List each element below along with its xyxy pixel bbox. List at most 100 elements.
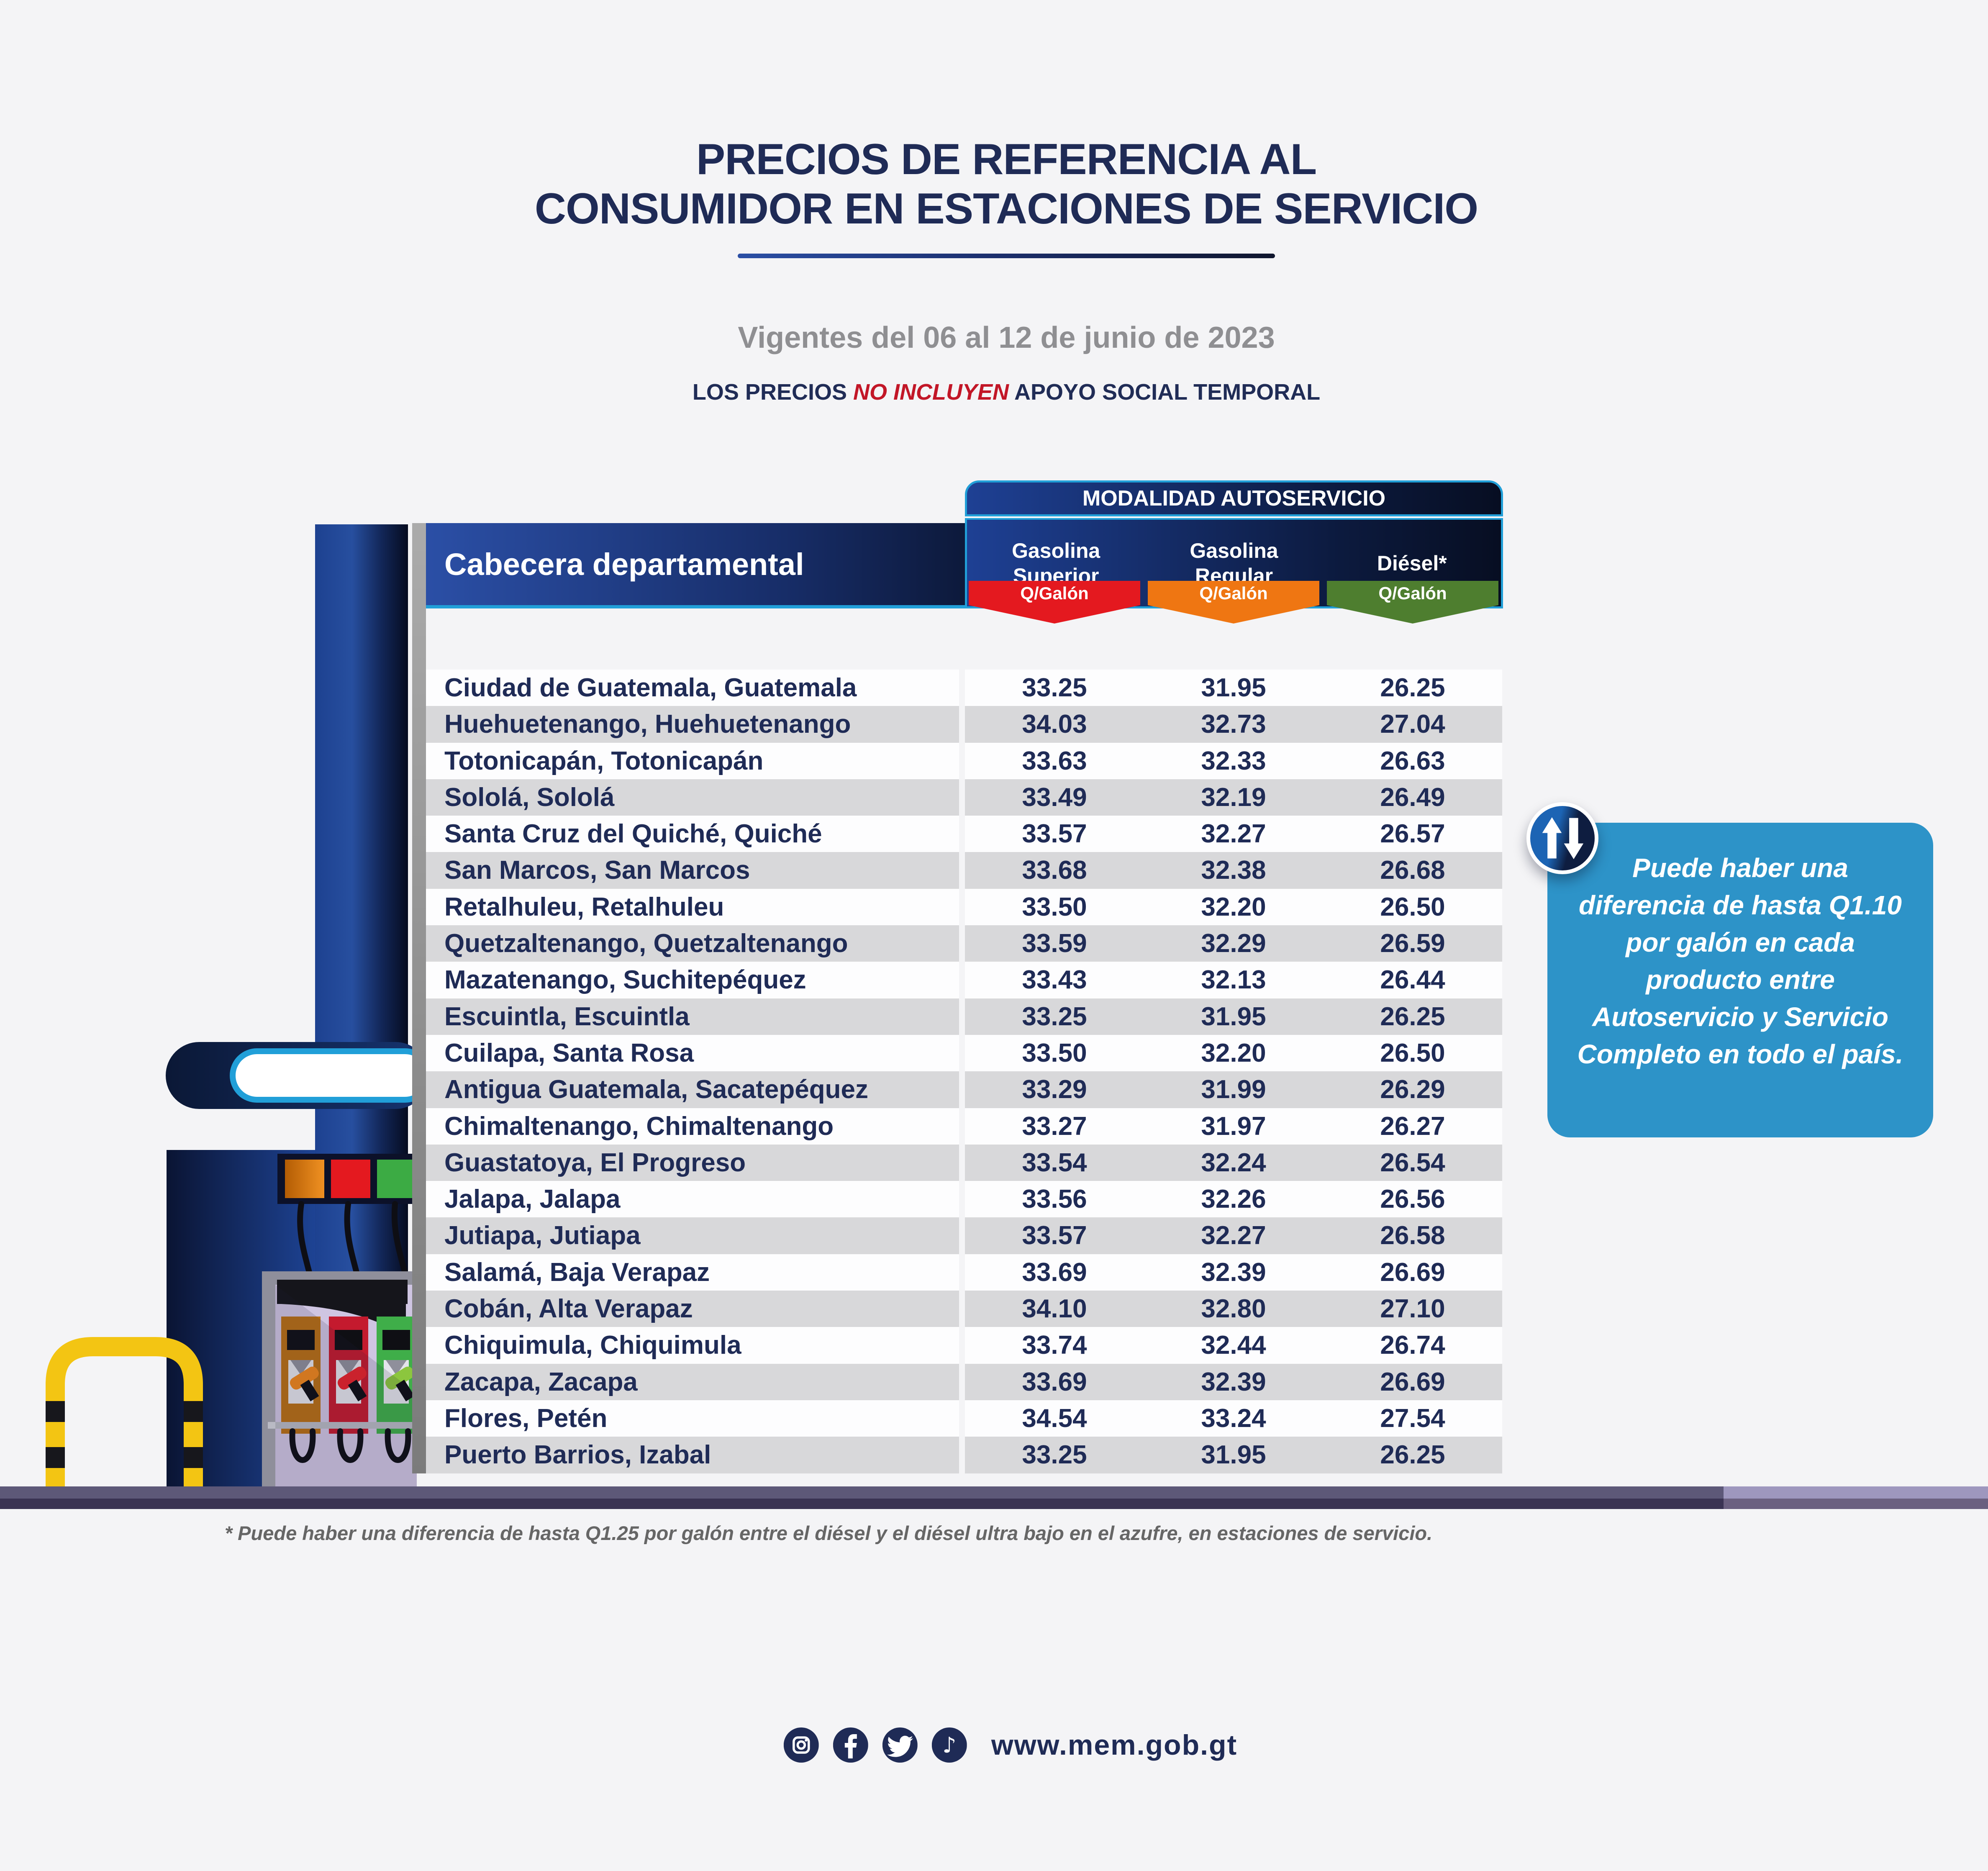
cell-city: Huehuetenango, Huehuetenango	[426, 706, 959, 743]
hose-loops	[289, 1428, 411, 1463]
instagram-icon[interactable]	[783, 1727, 819, 1763]
cell-price-regular: 32.27	[1201, 819, 1266, 849]
cell-city: Ciudad de Guatemala, Guatemala	[426, 670, 959, 706]
table-row: Escuintla, Escuintla 33.25 31.95 26.25	[426, 998, 1502, 1035]
validity-period: Vigentes del 06 al 12 de junio de 2023	[738, 321, 1275, 354]
table-row: Chimaltenango, Chimaltenango 33.27 31.97…	[426, 1108, 1502, 1145]
table-row: Jutiapa, Jutiapa 33.57 32.27 26.58	[426, 1217, 1502, 1254]
cell-price-group: 33.56 32.26 26.56	[965, 1181, 1502, 1218]
website-link[interactable]: www.mem.gob.gt	[991, 1729, 1238, 1761]
cell-city: Salamá, Baja Verapaz	[426, 1254, 959, 1291]
cell-price-group: 34.03 32.73 27.04	[965, 706, 1502, 743]
cell-price-superior: 33.57	[1022, 819, 1087, 849]
board-square-green	[377, 1160, 419, 1198]
cell-price-diesel: 26.68	[1380, 856, 1445, 885]
cell-price-regular: 32.80	[1201, 1294, 1266, 1324]
cell-price-superior: 33.74	[1022, 1331, 1087, 1360]
cell-price-group: 33.27 31.97 26.27	[965, 1108, 1502, 1145]
cell-city: Retalhuleu, Retalhuleu	[426, 888, 959, 926]
station-sign-inner	[230, 1048, 432, 1103]
cell-price-superior: 33.27	[1022, 1111, 1087, 1141]
unit-badge-diesel: Q/Galón	[1327, 581, 1498, 624]
cell-gap	[959, 1254, 965, 1291]
cell-price-diesel: 26.74	[1380, 1331, 1445, 1360]
cell-city: Sololá, Sololá	[426, 779, 959, 816]
cell-price-diesel: 27.10	[1380, 1294, 1445, 1324]
twitter-icon[interactable]	[882, 1727, 918, 1763]
cell-gap	[959, 1400, 965, 1437]
facebook-icon[interactable]	[833, 1727, 868, 1763]
table-row: Antigua Guatemala, Sacatepéquez 33.29 31…	[426, 1071, 1502, 1108]
cell-price-group: 33.50 32.20 26.50	[965, 1034, 1502, 1072]
cell-price-diesel: 26.27	[1380, 1111, 1445, 1141]
dispenser-hose-arch	[281, 1304, 406, 1339]
cell-city: Quetzaltenango, Quetzaltenango	[426, 925, 959, 962]
cell-gap	[959, 1327, 965, 1363]
price-disclaimer-prefix: LOS PRECIOS	[692, 380, 853, 405]
table-row: Guastatoya, El Progreso 33.54 32.24 26.5…	[426, 1144, 1502, 1181]
cell-city: Jutiapa, Jutiapa	[426, 1217, 959, 1254]
cell-city: Jalapa, Jalapa	[426, 1181, 959, 1218]
cell-city: Zacapa, Zacapa	[426, 1363, 959, 1400]
cell-price-regular: 32.38	[1201, 856, 1266, 885]
tiktok-icon[interactable]: ♪	[931, 1727, 967, 1763]
cell-price-superior: 33.56	[1022, 1185, 1087, 1214]
cell-price-superior: 33.29	[1022, 1075, 1087, 1104]
cell-price-group: 33.57 32.27 26.57	[965, 816, 1502, 852]
cell-price-group: 33.74 32.44 26.74	[965, 1327, 1502, 1364]
table-row: Chiquimula, Chiquimula 33.74 32.44 26.74	[426, 1327, 1502, 1364]
cell-price-diesel: 26.49	[1380, 783, 1445, 812]
table-row: Cobán, Alta Verapaz 34.10 32.80 27.10	[426, 1291, 1502, 1327]
price-disclaimer-highlight: NO INCLUYEN	[853, 380, 1009, 405]
cell-price-regular: 32.29	[1201, 929, 1266, 958]
diesel-footnote: * Puede haber una diferencia de hasta Q1…	[224, 1522, 1433, 1544]
unit-badge-regular: Q/Galón	[1148, 581, 1319, 624]
cell-gap	[959, 852, 965, 888]
cell-gap	[959, 1071, 965, 1108]
svg-text:♪: ♪	[942, 1733, 956, 1758]
cell-price-superior: 34.54	[1022, 1404, 1087, 1433]
cell-price-diesel: 26.25	[1380, 673, 1445, 702]
footer: ♪ www.mem.gob.gt	[783, 1727, 1238, 1763]
cell-price-diesel: 26.63	[1380, 746, 1445, 775]
cabinet-shadow	[275, 1285, 417, 1486]
table-row: San Marcos, San Marcos 33.68 32.38 26.68	[426, 852, 1502, 889]
cell-price-superior: 33.50	[1022, 1038, 1087, 1068]
title-underline	[738, 254, 1275, 258]
cell-price-diesel: 26.58	[1380, 1221, 1445, 1250]
cell-gap	[959, 779, 965, 816]
cell-price-superior: 33.25	[1022, 1002, 1087, 1031]
cell-price-group: 34.54 33.24 27.54	[965, 1400, 1502, 1437]
cell-city: Totonicapán, Totonicapán	[426, 742, 959, 779]
column-header-diesel: Diésel*	[1377, 551, 1447, 575]
cell-city: Mazatenango, Suchitepéquez	[426, 962, 959, 998]
cell-city: Guastatoya, El Progreso	[426, 1144, 959, 1181]
cell-city: Santa Cruz del Quiché, Quiché	[426, 816, 959, 852]
cell-price-regular: 32.26	[1201, 1185, 1266, 1214]
cell-price-diesel: 26.50	[1380, 892, 1445, 921]
cell-price-regular: 31.95	[1201, 1440, 1266, 1470]
cell-price-group: 33.57 32.27 26.58	[965, 1217, 1502, 1254]
cell-price-diesel: 26.56	[1380, 1185, 1445, 1214]
cell-gap	[959, 1108, 965, 1145]
cell-city: Puerto Barrios, Izabal	[426, 1437, 959, 1473]
table-row: Ciudad de Guatemala, Guatemala 33.25 31.…	[426, 670, 1502, 706]
cell-price-regular: 31.95	[1201, 1002, 1266, 1031]
table-row: Retalhuleu, Retalhuleu 33.50 32.20 26.50	[426, 888, 1502, 926]
cell-price-superior: 33.68	[1022, 856, 1087, 885]
board-square-red	[331, 1160, 370, 1198]
table-row: Salamá, Baja Verapaz 33.69 32.39 26.69	[426, 1254, 1502, 1291]
cell-city: Cobán, Alta Verapaz	[426, 1291, 959, 1327]
cell-gap	[959, 816, 965, 852]
table-row: Flores, Petén 34.54 33.24 27.54	[426, 1400, 1502, 1437]
cell-price-regular: 32.27	[1201, 1221, 1266, 1250]
table-row: Cuilapa, Santa Rosa 33.50 32.20 26.50	[426, 1034, 1502, 1072]
gas-station-illustration	[46, 524, 432, 1486]
cell-price-diesel: 26.54	[1380, 1148, 1445, 1177]
cell-gap	[959, 1145, 965, 1181]
cell-price-regular: 31.97	[1201, 1111, 1266, 1141]
cell-price-superior: 33.63	[1022, 746, 1087, 775]
cell-price-diesel: 26.59	[1380, 929, 1445, 958]
cell-price-group: 33.25 31.95 26.25	[965, 670, 1502, 706]
